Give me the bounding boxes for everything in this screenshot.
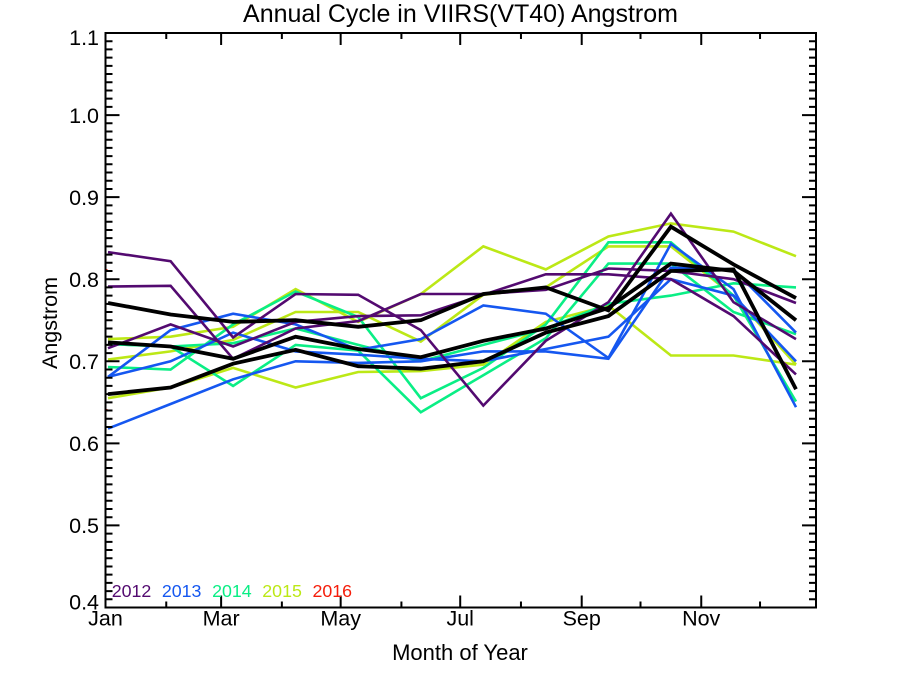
svg-text:0.6: 0.6 [69, 432, 99, 456]
svg-text:0.4: 0.4 [69, 591, 99, 615]
svg-text:0.7: 0.7 [69, 350, 99, 374]
svg-text:Nov: Nov [682, 607, 720, 631]
svg-text:Month of Year: Month of Year [392, 640, 528, 665]
svg-text:2014: 2014 [212, 581, 252, 601]
svg-text:May: May [320, 607, 361, 631]
svg-text:Sep: Sep [563, 607, 601, 631]
svg-text:2013: 2013 [162, 581, 202, 601]
svg-text:Mar: Mar [203, 607, 240, 631]
svg-text:0.8: 0.8 [69, 268, 99, 292]
svg-text:0.9: 0.9 [69, 186, 99, 210]
svg-text:2016: 2016 [313, 581, 353, 601]
svg-text:Angstrom: Angstrom [38, 277, 62, 369]
svg-text:Annual Cycle in VIIRS(VT40) An: Annual Cycle in VIIRS(VT40) Angstrom [243, 0, 678, 28]
svg-text:2012: 2012 [112, 581, 152, 601]
svg-text:2015: 2015 [262, 581, 302, 601]
svg-text:1.0: 1.0 [69, 104, 99, 128]
svg-text:0.5: 0.5 [69, 514, 99, 538]
svg-text:1.1: 1.1 [69, 26, 99, 50]
svg-text:Jan: Jan [88, 607, 123, 631]
svg-text:Jul: Jul [446, 607, 473, 631]
